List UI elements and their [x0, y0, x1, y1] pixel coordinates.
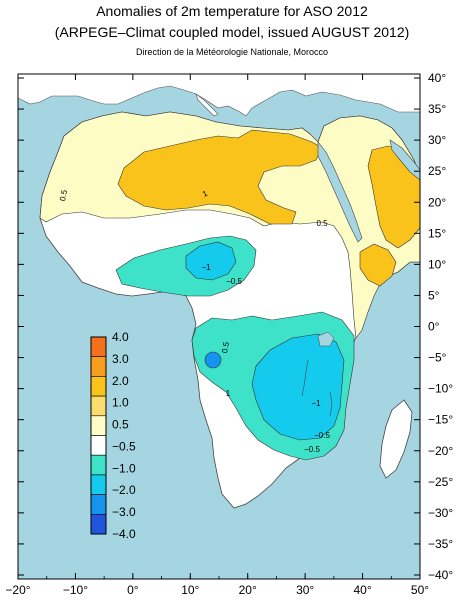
x-tick-label: −10° [63, 583, 88, 597]
y-tick-label: 20° [428, 195, 446, 209]
y-tick-label: −35° [428, 537, 453, 551]
anomaly-zone-congo-core [204, 351, 222, 369]
legend-swatch [90, 474, 107, 495]
x-tick-label: 10° [181, 583, 199, 597]
x-tick-label: 0° [127, 583, 139, 597]
y-tick-label: −15° [428, 413, 453, 427]
red-sea [317, 141, 363, 243]
contour-labels: 0.5 1 0.5 −1 −0.5 0.5 1 −0.5 −1 −0.5 [58, 188, 330, 454]
x-tick-label: 30° [296, 583, 314, 597]
legend-label: −0.5 [112, 439, 136, 453]
legend-label: 2.0 [112, 374, 129, 388]
legend-swatch [90, 513, 107, 535]
contour-label: −1 [201, 263, 211, 272]
contour-label: 1 [201, 188, 209, 198]
y-tick-label: 15° [428, 226, 446, 240]
y-tick-label: 35° [428, 102, 446, 116]
legend-label: −2.0 [112, 483, 136, 497]
y-tick-label: 25° [428, 164, 446, 178]
y-tick-label: −5° [428, 351, 447, 365]
legend: 4.0 3.0 2.0 1.0 0.5 −0.5 −1.0 −2.0 −3.0 −4.0 [90, 330, 136, 541]
y-tick-label: 30° [428, 133, 446, 147]
legend-swatch [90, 395, 107, 417]
map-subtitle: (ARPEGE–Climat coupled model, issued AUG… [54, 24, 410, 40]
legend-label: 3.0 [112, 352, 129, 366]
italy-land [195, 93, 219, 117]
lake-victoria [317, 331, 335, 347]
y-tick-label: 5° [428, 288, 440, 302]
legend-swatch [90, 494, 107, 515]
contour-label: 0.5 [220, 341, 231, 354]
y-tick-label: −30° [428, 506, 453, 520]
legend-label: 4.0 [112, 330, 129, 344]
legend-swatch [90, 435, 107, 456]
y-tick-label: −20° [428, 444, 453, 458]
legend-swatch [90, 415, 107, 436]
legend-label: −3.0 [112, 505, 136, 519]
x-axis: −20° −10° 0° 10° 20° 30° 40° 50° [5, 74, 429, 597]
anomaly-zone-central-africa-inner [251, 333, 345, 441]
y-axis: 40° 35° 30° 25° 20° 15° 10° 5° 0° −5° −10° −15° −20°… [18, 71, 453, 582]
legend-label: 1.0 [112, 396, 129, 410]
legend-swatch [90, 356, 107, 377]
contour-label: −1 [311, 399, 321, 408]
y-tick-label: −40° [428, 568, 453, 582]
y-tick-label: −25° [428, 475, 453, 489]
madagascar-land [379, 399, 413, 479]
y-tick-label: 40° [428, 71, 446, 85]
contour-label: −0.5 [226, 277, 242, 286]
y-tick-label: 0° [428, 320, 440, 334]
legend-swatch [90, 454, 107, 476]
contour-label: 0.5 [316, 219, 328, 228]
x-tick-label: 50° [411, 583, 429, 597]
legend-label: −1.0 [112, 461, 136, 475]
lake-malawi [329, 391, 333, 417]
y-tick-label: 10° [428, 257, 446, 271]
legend-label: 0.5 [112, 418, 129, 432]
persian-gulf [389, 139, 420, 181]
map-credit: Direction de la Météorologie Nationale, … [135, 47, 329, 57]
legend-frame [90, 336, 107, 535]
legend-label: −4.0 [112, 527, 136, 541]
contour-label: −0.5 [314, 431, 330, 440]
x-tick-label: −20° [5, 583, 30, 597]
contour-label: −0.5 [304, 445, 320, 454]
x-tick-label: 20° [239, 583, 257, 597]
legend-swatch [90, 336, 107, 358]
x-tick-label: 40° [353, 583, 371, 597]
anomaly-zone-west-africa-inner [185, 241, 237, 281]
contour-label: 0.5 [58, 189, 69, 202]
lake-tanganyika [301, 359, 309, 397]
y-tick-label: −10° [428, 382, 453, 396]
contour-label: 1 [226, 389, 231, 398]
legend-swatch [90, 376, 107, 397]
europe-land [18, 74, 420, 117]
anomaly-zone-sahara [117, 129, 323, 225]
anomaly-zone-horn [359, 243, 397, 287]
map-title: Anomalies of 2m temperature for ASO 2012 [96, 3, 368, 19]
